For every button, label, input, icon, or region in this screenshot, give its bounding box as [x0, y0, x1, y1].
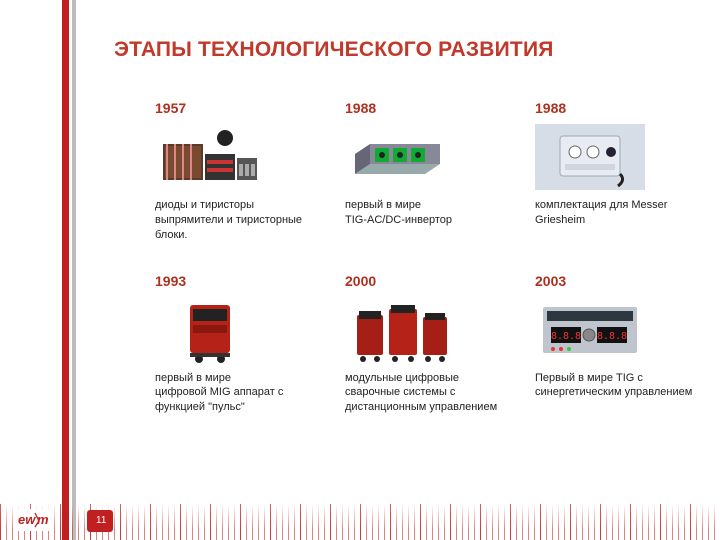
page-number: 11: [96, 515, 106, 526]
item-desc: первый в мирецифровой MIG аппарат с функ…: [155, 371, 325, 416]
timeline-item: 1957 дио: [155, 100, 325, 243]
modular-icon: [345, 297, 455, 363]
year-label: 2000: [345, 273, 515, 289]
gray-bar: [72, 0, 76, 540]
year-label: 1993: [155, 273, 325, 289]
components-icon: [155, 124, 265, 190]
svg-text:8.8.8: 8.8.8: [551, 331, 581, 342]
product-image: [345, 297, 455, 363]
timeline-item: 1988 комплектация для Messer Griesheim: [535, 100, 705, 243]
timeline-item: 2000 модульные цифровые свароч: [345, 273, 515, 416]
year-label: 1957: [155, 100, 325, 116]
inverter-icon: [345, 124, 455, 190]
mig-icon: [155, 297, 265, 363]
brand-logo: ew m: [15, 509, 51, 531]
timeline-item: 1988 первый в миреTIG-AC/DC-инвертор: [345, 100, 515, 243]
product-image: 8.8.8 8.8.8: [535, 297, 645, 363]
item-desc: первый в миреTIG-AC/DC-инвертор: [345, 198, 515, 228]
timeline-item: 1993 первый в мирецифровой MIG аппарат с…: [155, 273, 325, 416]
accent-bar: [62, 0, 69, 540]
year-label: 2003: [535, 273, 705, 289]
year-label: 1988: [345, 100, 515, 116]
product-image: [155, 124, 265, 190]
timeline-grid: 1957 дио: [155, 100, 705, 415]
product-image: [155, 297, 265, 363]
product-image: [345, 124, 455, 190]
timeline-item: 2003 8.8.8 8.8.8 Первый в мире TIG с син…: [535, 273, 705, 416]
slide: ЭТАПЫ ТЕХНОЛОГИЧЕСКОГО РАЗВИТИЯ 1957: [0, 0, 720, 540]
page-title: ЭТАПЫ ТЕХНОЛОГИЧЕСКОГО РАЗВИТИЯ: [114, 38, 554, 62]
product-image: [535, 124, 645, 190]
svg-text:ew: ew: [18, 512, 36, 527]
panel-icon: 8.8.8 8.8.8: [535, 297, 645, 363]
svg-text:8.8.8: 8.8.8: [597, 331, 627, 342]
item-desc: комплектация для Messer Griesheim: [535, 198, 705, 228]
unit-icon: [535, 124, 645, 190]
year-label: 1988: [535, 100, 705, 116]
item-desc: диоды и тиристорывыпрямители и тиристорн…: [155, 198, 325, 243]
item-desc: Первый в мире TIG с синергетическим упра…: [535, 371, 705, 401]
item-desc: модульные цифровые сварочные системы с д…: [345, 371, 515, 416]
